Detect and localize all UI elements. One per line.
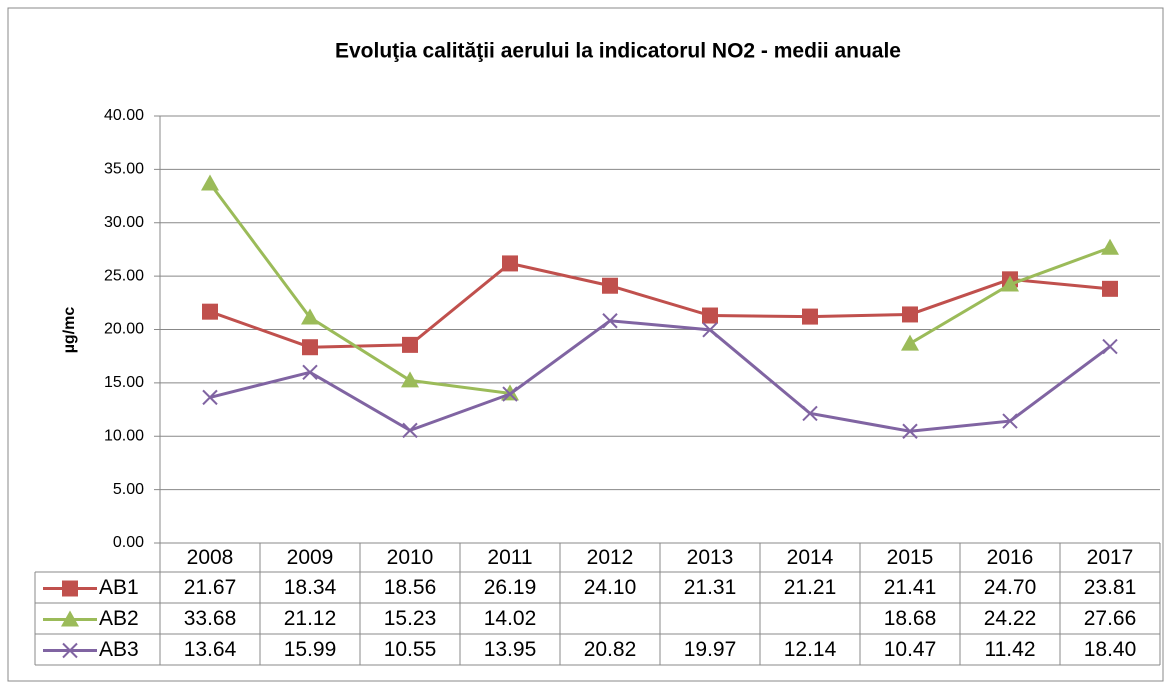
data-point (302, 364, 318, 381)
table-value: 20.82 (584, 638, 637, 661)
table-value: 24.10 (584, 576, 637, 599)
data-point (1002, 413, 1018, 429)
table-value: 21.67 (184, 576, 237, 599)
table-value: 21.21 (784, 576, 837, 599)
data-point (901, 334, 919, 351)
table-value: 19.97 (684, 638, 737, 661)
data-point (502, 386, 518, 402)
data-point (902, 423, 918, 439)
x-tick-label: 2016 (987, 546, 1034, 569)
table-value: 18.34 (284, 576, 337, 599)
x-tick-label: 2009 (287, 546, 334, 569)
table-value: 11.42 (985, 638, 1036, 661)
data-point (402, 336, 418, 353)
table-value: 18.68 (884, 607, 937, 630)
x-tick-label: 2017 (1087, 546, 1134, 569)
y-tick-label: 30.00 (104, 214, 144, 231)
table-value: 10.55 (384, 638, 437, 661)
table-value: 12.14 (784, 638, 837, 661)
data-point (1101, 238, 1119, 255)
series-line (208, 182, 511, 395)
x-tick-label: 2008 (187, 546, 234, 569)
legend-label: AB1 (99, 576, 139, 599)
table-value: 33.68 (184, 607, 237, 630)
legend-label: AB3 (99, 638, 139, 661)
table-value: 15.23 (384, 607, 437, 630)
table-value: 24.22 (984, 607, 1037, 630)
y-tick-label: 15.00 (104, 374, 144, 391)
table-value: 10.47 (884, 638, 937, 661)
table-value: 18.56 (384, 576, 437, 599)
data-point (1102, 338, 1118, 355)
table-value: 18.40 (1084, 638, 1137, 661)
x-tick-label: 2014 (787, 546, 834, 569)
data-point (1001, 275, 1019, 292)
x-tick-label: 2011 (487, 546, 532, 569)
legend-marker (62, 642, 78, 659)
data-point (802, 405, 818, 422)
chart-title: Evoluţia calităţii aerului la indicatoru… (335, 40, 901, 63)
series-line (209, 319, 1111, 433)
y-tick-label: 35.00 (104, 161, 144, 178)
table-value: 13.64 (184, 638, 237, 661)
chart-frame (7, 7, 1164, 682)
table-value: 21.31 (684, 576, 737, 599)
data-point (1102, 280, 1118, 297)
table-value: 24.70 (984, 576, 1037, 599)
legend-label: AB2 (99, 607, 139, 630)
table-value: 21.12 (284, 607, 337, 630)
table-value: 14.02 (484, 607, 537, 630)
table-value: 26.19 (484, 576, 537, 599)
data-point (401, 371, 419, 388)
data-point (202, 303, 218, 320)
x-tick-label: 2012 (587, 546, 634, 569)
x-tick-label: 2010 (387, 546, 434, 569)
x-tick-label: 2013 (687, 546, 734, 569)
y-tick-label: 20.00 (104, 321, 144, 338)
y-tick-label: 0.00 (113, 534, 144, 551)
data-point (702, 307, 718, 324)
data-point (502, 255, 518, 272)
data-point (702, 322, 718, 338)
y-tick-label: 5.00 (113, 481, 144, 498)
data-point (201, 174, 219, 191)
data-point (202, 389, 218, 406)
data-point (902, 306, 918, 323)
legend-marker (62, 580, 78, 597)
y-tick-label: 25.00 (104, 267, 144, 284)
y-axis-label: µg/mc (61, 307, 78, 354)
data-point (602, 313, 618, 329)
table-value: 27.66 (1084, 607, 1137, 630)
table-value: 21.41 (884, 576, 937, 599)
data-point (602, 277, 618, 294)
legend-marker (61, 610, 79, 627)
table-value: 23.81 (1084, 576, 1137, 599)
data-point (402, 422, 418, 439)
data-point (802, 308, 818, 325)
y-tick-label: 40.00 (104, 107, 144, 124)
x-tick-label: 2015 (887, 546, 934, 569)
data-point (301, 308, 319, 325)
data-point (302, 339, 318, 356)
y-tick-label: 10.00 (104, 427, 144, 444)
table-value: 13.95 (484, 638, 537, 661)
table-value: 15.99 (284, 638, 337, 661)
series-line (209, 261, 1111, 349)
